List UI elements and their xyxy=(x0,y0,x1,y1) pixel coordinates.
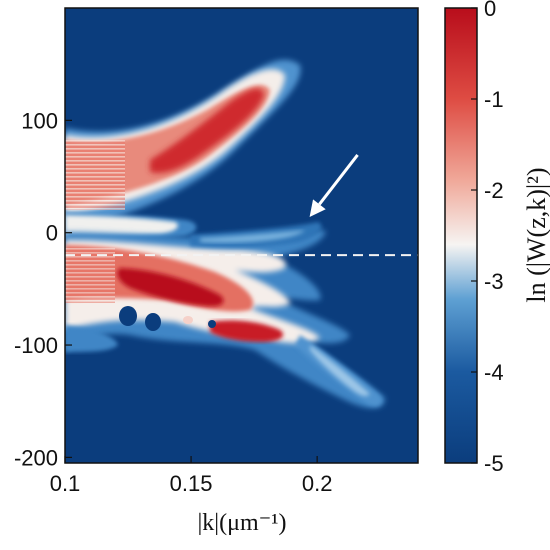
lower-lobe xyxy=(65,229,385,409)
plot-frame xyxy=(64,7,419,464)
plot-area xyxy=(64,7,419,464)
colorbar-tick-label: -5 xyxy=(484,451,504,476)
arrow-arm xyxy=(190,222,322,248)
colorbar: 0 -1 -2 -3 -4 -5 ln (|W(z,k)|²) xyxy=(444,0,550,476)
y-tick-label: -200 xyxy=(14,445,58,470)
arrow-annotation xyxy=(309,154,359,217)
heatmap-features xyxy=(65,59,385,409)
colorbar-tick-label: -1 xyxy=(484,87,504,112)
y-axis: 100 0 -100 -200 xyxy=(14,108,72,470)
tail xyxy=(295,335,382,406)
x-tick-label: 0.2 xyxy=(302,471,333,496)
x-axis-label: |k|(μm⁻¹) xyxy=(198,510,287,536)
colorbar-tick-label: -3 xyxy=(484,269,504,294)
colorbar-gradient xyxy=(444,7,478,464)
y-tick-label: -100 xyxy=(14,333,58,358)
colorbar-tick-label: 0 xyxy=(484,0,496,21)
y-tick-label: 0 xyxy=(46,221,58,246)
colorbar-tick-label: -2 xyxy=(484,178,504,203)
upper-branch xyxy=(65,59,301,230)
colorbar-ticks: 0 -1 -2 -3 -4 -5 xyxy=(471,0,504,476)
y-tick-label: 100 xyxy=(21,108,58,133)
x-axis: 0.1 0.15 0.2 xyxy=(50,456,333,496)
x-tick-label: 0.1 xyxy=(50,471,81,496)
colorbar-label: ln (|W(z,k)|²) xyxy=(522,167,550,302)
colorbar-tick-label: -4 xyxy=(484,360,504,385)
lower-left-lobe xyxy=(65,325,118,352)
x-tick-label: 0.15 xyxy=(170,471,213,496)
